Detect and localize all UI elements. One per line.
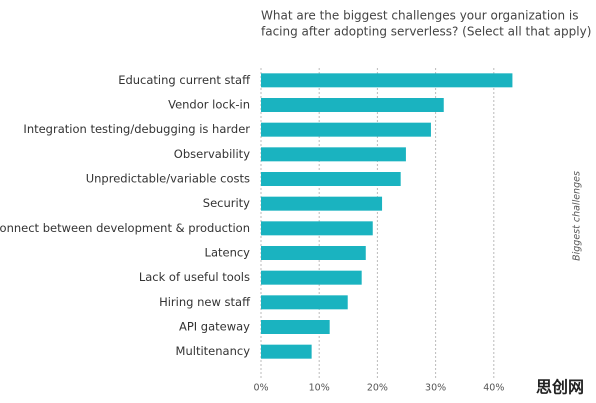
- x-tick-label: 30%: [425, 383, 446, 394]
- y-tick-label: Hiring new staff: [159, 295, 251, 309]
- y-tick-label: Integration testing/debugging is harder: [23, 122, 250, 136]
- bar: [261, 270, 362, 285]
- y-tick-label: Observability: [174, 147, 250, 161]
- bar: [261, 221, 373, 236]
- bar: [261, 147, 406, 162]
- y-tick-label: Multitenancy: [176, 344, 251, 358]
- y-tick-label: Disconnect between development & product…: [0, 221, 250, 235]
- y-tick-label: Educating current staff: [118, 73, 251, 87]
- x-tick-label: 20%: [367, 383, 388, 394]
- bar: [261, 320, 330, 334]
- y-tick-label: Latency: [205, 246, 251, 260]
- bar: [261, 344, 312, 359]
- x-tick-label: 0%: [253, 383, 268, 394]
- x-tick-label: 40%: [483, 383, 504, 394]
- y-tick-label: Security: [203, 196, 250, 210]
- bar: [261, 196, 383, 211]
- watermark: 思创网: [536, 378, 584, 397]
- bar: [261, 246, 366, 260]
- y-tick-label: API gateway: [179, 320, 250, 334]
- side-label: Biggest challenges: [572, 171, 583, 261]
- bar: [261, 295, 348, 310]
- y-tick-label: Unpredictable/variable costs: [86, 172, 250, 186]
- bar: [261, 172, 401, 186]
- bar: [261, 73, 513, 88]
- bar: [261, 122, 431, 137]
- chart-title-line: facing after adopting serverless? (Selec…: [261, 25, 591, 39]
- bar: [261, 98, 444, 112]
- chart-title-line: What are the biggest challenges your org…: [261, 9, 579, 23]
- y-tick-label: Vendor lock-in: [168, 98, 250, 112]
- y-tick-label: Lack of useful tools: [139, 270, 250, 284]
- x-tick-label: 10%: [309, 383, 330, 394]
